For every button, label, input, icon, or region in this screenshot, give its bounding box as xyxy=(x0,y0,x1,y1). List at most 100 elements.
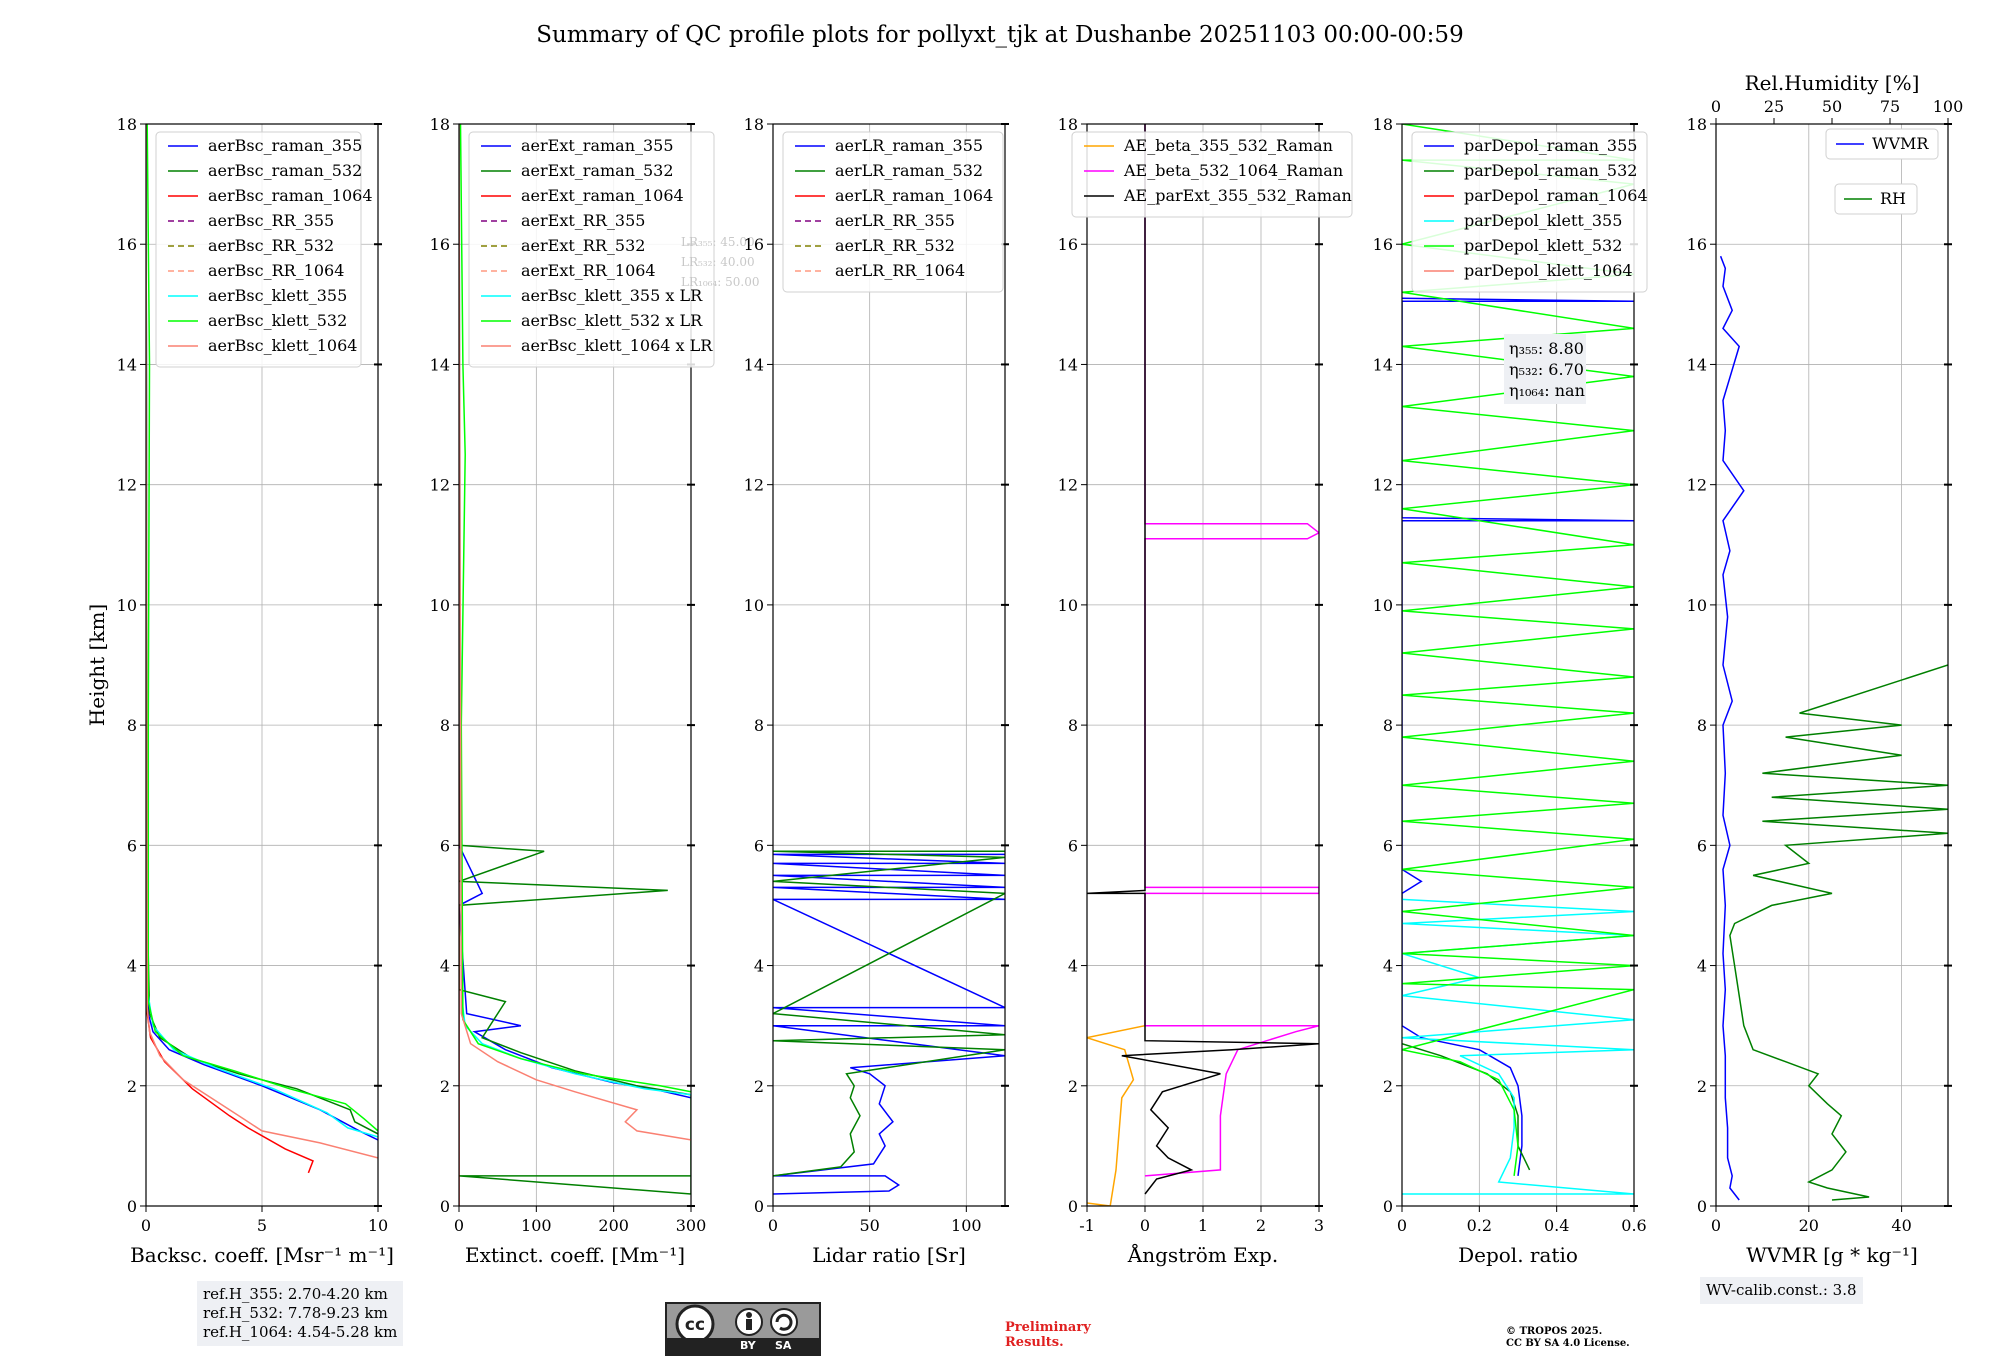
panel-2: 0 100 200 300 0 2 4 6 8 10 12 14 16 18 Extinct. coeff.… xyxy=(430,115,760,1267)
x-tick-label: 3 xyxy=(1314,1216,1324,1235)
y-tick-label: 2 xyxy=(754,1077,764,1096)
series-line-AE_parExt_355_532_Raman xyxy=(1087,124,1319,1195)
axes-frame xyxy=(458,123,692,1207)
lr-note: LR₅₃₂: 40.00 xyxy=(681,255,755,269)
eta-label: η₃₅₅: 8.80 xyxy=(1509,339,1584,358)
y-tick-label: 10 xyxy=(117,596,137,615)
lr-note: LR₁₀₆₄: 50.00 xyxy=(681,275,759,289)
by-person-body xyxy=(746,1319,752,1330)
series-line-aerLR_raman_532 xyxy=(773,850,1005,1177)
x-tick-label: -1 xyxy=(1079,1216,1095,1235)
legend-entry: aerLR_RR_1064 xyxy=(835,261,965,280)
y-tick-label: 16 xyxy=(1373,235,1393,254)
x-tick-label: 200 xyxy=(598,1216,629,1235)
y-tick-label: 14 xyxy=(117,355,137,374)
by-person-head xyxy=(746,1312,752,1318)
y-tick-label: 0 xyxy=(754,1197,764,1216)
copyright-line-2: CC BY SA 4.0 License. xyxy=(1506,1338,1630,1349)
y-tick-label: 0 xyxy=(1697,1197,1707,1216)
y-tick-label: 6 xyxy=(754,836,764,855)
x-tick-label: 0 xyxy=(768,1216,778,1235)
legend-entry: aerBsc_klett_532 xyxy=(208,311,347,330)
legend-entry: RH xyxy=(1880,189,1906,208)
legend: aerLR_raman_355 aerLR_raman_532 aerLR_rama… xyxy=(782,131,1004,293)
legend-entry: AE_beta_355_532_Raman xyxy=(1123,136,1333,155)
y-tick-label: 12 xyxy=(1687,476,1707,495)
legend-entry: aerBsc_klett_532 x LR xyxy=(521,311,703,330)
x-tick-label: 0 xyxy=(141,1216,151,1235)
y-tick-label: 4 xyxy=(754,957,764,976)
y-tick-label: 10 xyxy=(430,596,450,615)
y-tick-label: 4 xyxy=(1697,957,1707,976)
panel-5: 0 0.2 0.4 0.6 0 2 4 6 8 10 12 14 16 18 Depol. ratio par… xyxy=(1373,115,1648,1267)
x-tick-label: 0 xyxy=(1397,1216,1407,1235)
y-tick-label: 2 xyxy=(127,1077,137,1096)
y-tick-label: 2 xyxy=(1383,1077,1393,1096)
x-tick-label: 10 xyxy=(368,1216,388,1235)
legend-box xyxy=(1834,183,1918,215)
series-line-aerBsc_klett_1064 xyxy=(146,124,378,1159)
axes-frame xyxy=(1401,123,1635,1207)
y-tick-label: 16 xyxy=(744,235,764,254)
y-tick-label: 14 xyxy=(1373,355,1393,374)
top-tick-label: 75 xyxy=(1880,97,1900,116)
x-tick-label: 0 xyxy=(1140,1216,1150,1235)
series-line-WVMR xyxy=(1719,255,1745,1201)
legend-entry: aerLR_raman_1064 xyxy=(835,186,993,205)
series-line-aerBsc_klett_532 x LR xyxy=(459,124,691,1093)
legend-entry: parDepol_raman_1064 xyxy=(1464,186,1648,205)
eta-box xyxy=(1504,334,1586,404)
legend: aerExt_raman_355 aerExt_raman_532 aerExt_r… xyxy=(468,131,715,368)
x-tick-label: 100 xyxy=(521,1216,552,1235)
sa-label: SA xyxy=(775,1339,792,1352)
y-tick-label: 14 xyxy=(430,355,450,374)
series-line-parDepol_klett_532 xyxy=(1402,124,1634,1176)
preliminary-note: Preliminary Results. xyxy=(1005,1320,1091,1350)
cc-license-badge[interactable]: cc BY SA xyxy=(665,1302,821,1356)
y-tick-label: 12 xyxy=(430,476,450,495)
legend-entry: aerLR_RR_355 xyxy=(835,211,955,230)
y-tick-label: 0 xyxy=(127,1197,137,1216)
top-axis-label: Rel.Humidity [%] xyxy=(1745,71,1920,95)
legend: AE_beta_355_532_Raman AE_beta_532_1064_Ra… xyxy=(1071,131,1353,218)
share-alike-arrow xyxy=(775,1313,793,1331)
preliminary-line-1: Preliminary xyxy=(1005,1320,1091,1335)
x-axis-label: WVMR [g * kg⁻¹] xyxy=(1746,1243,1918,1267)
y-tick-label: 6 xyxy=(440,836,450,855)
y-tick-label: 14 xyxy=(1687,355,1707,374)
legend: parDepol_raman_355 parDepol_raman_532 parD… xyxy=(1411,131,1648,293)
legend-entry: aerBsc_raman_532 xyxy=(208,161,362,180)
legend-entry: aerBsc_klett_355 x LR xyxy=(521,286,703,305)
x-axis-label: Backsc. coeff. [Msr⁻¹ m⁻¹] xyxy=(130,1243,394,1267)
legend-entry: aerBsc_klett_1064 xyxy=(208,336,357,355)
y-tick-label: 10 xyxy=(1687,596,1707,615)
y-tick-label: 4 xyxy=(1383,957,1393,976)
x-tick-label: 5 xyxy=(257,1216,267,1235)
legend-entry: aerBsc_raman_355 xyxy=(208,136,362,155)
x-tick-label: 0 xyxy=(1711,1216,1721,1235)
y-tick-label: 12 xyxy=(117,476,137,495)
series-line-aerExt_raman_532 xyxy=(459,124,691,1195)
x-tick-label: 0.4 xyxy=(1544,1216,1569,1235)
panel-6: 0 20 40 0 2 4 6 8 10 12 14 16 18 WVMR [g * kg⁻¹] 0 25 50… xyxy=(1687,71,1964,1267)
legend-entry: parDepol_raman_355 xyxy=(1464,136,1637,155)
y-tick-label: 8 xyxy=(1068,716,1078,735)
y-tick-label: 8 xyxy=(440,716,450,735)
y-tick-label: 4 xyxy=(440,957,450,976)
legend: WVMR RH xyxy=(1825,128,1939,215)
lr-note: LR₃₅₅: 45.00 xyxy=(681,235,755,249)
page-title: Summary of QC profile plots for pollyxt_… xyxy=(536,22,1464,48)
legend-entry: aerExt_RR_532 xyxy=(521,236,645,255)
y-tick-label: 6 xyxy=(1697,836,1707,855)
x-tick-label: 300 xyxy=(676,1216,707,1235)
y-tick-label: 2 xyxy=(1068,1077,1078,1096)
legend-entry: aerExt_raman_1064 xyxy=(521,186,684,205)
series-group xyxy=(1402,124,1634,1195)
ref-height-box: ref.H_355: 2.70-4.20 km ref.H_532: 7.78-… xyxy=(197,1281,404,1346)
y-tick-label: 4 xyxy=(1068,957,1078,976)
legend-entry: aerExt_raman_355 xyxy=(521,136,674,155)
y-tick-label: 2 xyxy=(440,1077,450,1096)
legend-entry: aerLR_raman_355 xyxy=(835,136,983,155)
